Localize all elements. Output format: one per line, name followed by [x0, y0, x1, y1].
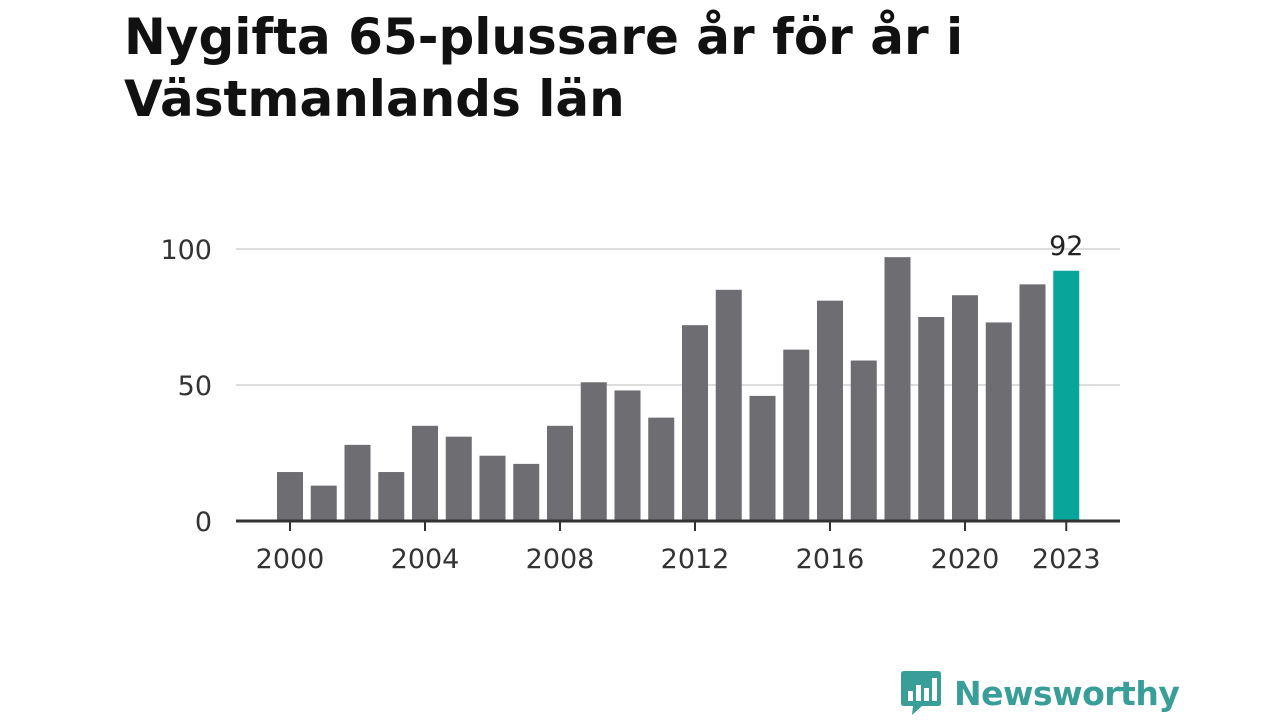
bar-2003 — [378, 472, 405, 521]
title-line-2: Västmanlands län — [124, 70, 625, 128]
bar-2021 — [985, 322, 1012, 521]
bar-layer — [277, 257, 1080, 521]
bar-2020 — [952, 295, 978, 521]
x-tick-label: 2004 — [391, 544, 460, 575]
bar-2005 — [445, 436, 472, 521]
x-tick-label: 2020 — [931, 544, 1000, 575]
bar-chart: 0 50 100 92 2000 2004 2008 2012 2016 2020 2023 — [160, 231, 1120, 575]
bar-2011 — [648, 417, 675, 521]
newsworthy-logo: Newsworthy — [900, 669, 1180, 717]
x-tick-label: 2008 — [526, 544, 595, 575]
page-title: Nygifta 65-plussare år för år i Västmanl… — [124, 6, 1124, 130]
title-line-1: Nygifta 65-plussare år för år i — [124, 8, 964, 66]
x-tick-label: 2016 — [796, 544, 865, 575]
bar-2006 — [479, 455, 506, 521]
bar-2013 — [715, 289, 742, 521]
bar-2004 — [412, 425, 438, 521]
bar-2019 — [918, 317, 945, 521]
x-tick-label: 2000 — [256, 544, 325, 575]
y-tick-label: 0 — [195, 507, 212, 538]
bar-2010 — [614, 390, 641, 521]
y-tick-label: 50 — [178, 371, 212, 402]
bar-2012 — [682, 325, 708, 521]
y-tick-label: 100 — [160, 235, 212, 266]
bar-2015 — [783, 349, 810, 521]
label-layer: 0 50 100 92 2000 2004 2008 2012 2016 2020 2023 — [160, 231, 1100, 575]
bar-2009 — [580, 382, 607, 521]
bar-2007 — [513, 463, 540, 521]
bar-2002 — [344, 444, 371, 521]
bar-2001 — [310, 485, 337, 521]
logo-text: Newsworthy — [954, 673, 1180, 713]
bar-2000 — [277, 472, 303, 521]
bar-2016 — [817, 300, 843, 521]
bar-2023 — [1053, 270, 1080, 521]
data-label-highlight: 92 — [1049, 231, 1083, 262]
bar-2022 — [1019, 284, 1046, 521]
bar-2017 — [850, 360, 877, 521]
bar-2008 — [547, 425, 573, 521]
x-tick-label: 2012 — [661, 544, 730, 575]
axis-layer — [236, 519, 1120, 531]
x-tick-label: 2023 — [1032, 544, 1101, 575]
bar-2014 — [749, 395, 776, 521]
bar-chart-speech-bubble-icon — [901, 671, 941, 715]
bar-2018 — [884, 257, 911, 521]
